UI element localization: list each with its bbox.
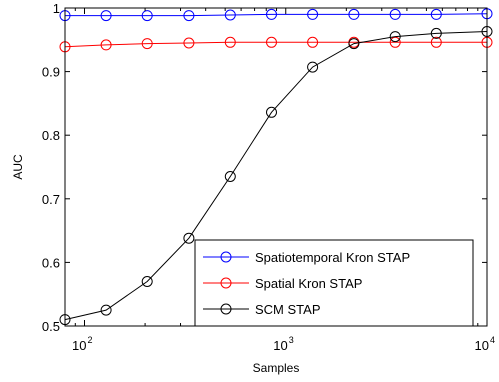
series-0-point xyxy=(307,8,319,20)
y-tick-label: 0.5 xyxy=(42,319,60,334)
series-line-1 xyxy=(64,41,487,48)
series-0-point xyxy=(266,8,277,20)
x-tick-label: 10 xyxy=(273,338,287,353)
x-axis-label: Samples xyxy=(253,361,300,375)
series-line-2 xyxy=(64,31,488,321)
legend-marker-1 xyxy=(220,277,232,289)
series-2-point xyxy=(307,61,319,73)
series-1-point xyxy=(307,36,319,48)
y-tick-label: 0.7 xyxy=(42,192,60,207)
y-tick-label: 0.6 xyxy=(42,255,60,270)
x-tick-exponent: 3 xyxy=(289,335,294,345)
y-tick-label: 0.9 xyxy=(42,65,60,80)
series-0-point xyxy=(389,8,401,20)
series-2-point xyxy=(183,232,195,244)
legend: Spatiotemporal Kron STAP Spatial Kron STA… xyxy=(194,239,474,327)
series-2-point xyxy=(348,38,360,50)
series-line-0 xyxy=(65,13,488,17)
series-2-point xyxy=(224,171,236,182)
x-tick-label: 10 xyxy=(475,338,489,353)
series-2-point xyxy=(100,304,112,316)
series-1-point xyxy=(100,39,112,51)
series-0-point xyxy=(348,8,360,20)
series-1-point xyxy=(266,36,277,48)
legend-label-1: Spatial Kron STAP xyxy=(255,276,362,291)
series-0-point xyxy=(183,10,195,22)
legend-label-2: SCM STAP xyxy=(255,302,321,317)
y-tick-label: 1 xyxy=(53,1,60,16)
legend-marker-2 xyxy=(220,303,232,315)
x-tick-exponent: 2 xyxy=(88,335,93,345)
series-2-point xyxy=(266,106,277,118)
y-tick-label: 0.8 xyxy=(42,128,60,143)
y-axis-label: AUC xyxy=(11,154,25,180)
x-tick-label: 10 xyxy=(72,338,86,353)
series-2-point xyxy=(389,31,401,43)
series-0-point xyxy=(100,10,112,22)
series-1-point xyxy=(141,38,153,50)
x-tick-exponent: 4 xyxy=(490,335,495,345)
series-0-point xyxy=(141,10,153,22)
series-1-point xyxy=(389,36,401,48)
series-2-point xyxy=(430,27,442,39)
series-1-point xyxy=(183,37,195,49)
legend-marker-0 xyxy=(220,251,232,263)
series-0-point xyxy=(224,9,236,21)
legend-label-0: Spatiotemporal Kron STAP xyxy=(255,250,410,265)
series-1-point xyxy=(224,36,236,48)
series-2-point xyxy=(141,276,153,287)
series-1-point xyxy=(430,36,442,48)
series-0-point xyxy=(430,8,442,20)
